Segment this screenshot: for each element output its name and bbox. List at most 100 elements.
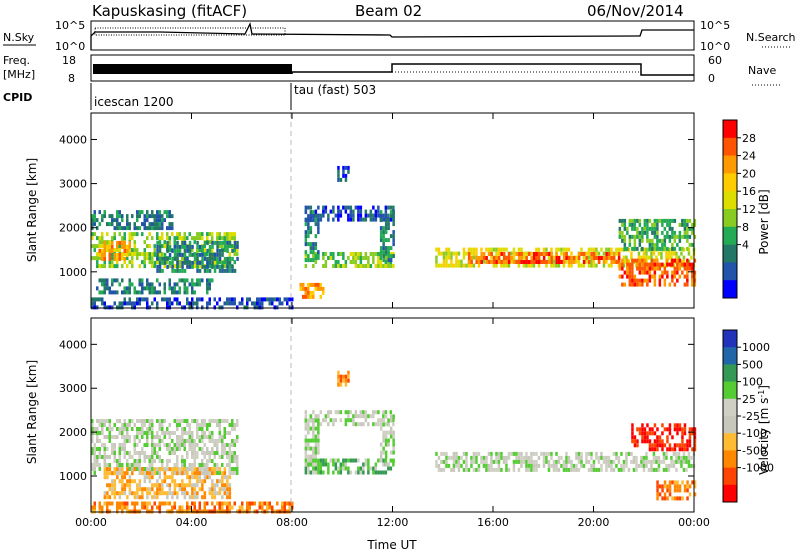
velocity-echo-cell <box>635 455 638 460</box>
power-echo-cell <box>621 222 624 227</box>
power-echo-cell <box>656 238 659 243</box>
power-echo-cell <box>527 260 531 264</box>
power-echo-cell <box>168 252 172 257</box>
power-colorbar-tick-label: 20 <box>742 167 756 180</box>
power-echo-cell <box>379 214 383 219</box>
power-echo-cell <box>628 238 632 243</box>
velocity-echo-cell <box>168 483 172 488</box>
velocity-echo-cell <box>372 466 375 471</box>
velocity-echo-cell <box>612 451 616 456</box>
power-echo-cell <box>183 290 186 295</box>
velocity-echo-cell <box>567 467 571 472</box>
velocity-echo-cell <box>163 475 167 480</box>
velocity-echo-cell <box>161 483 164 488</box>
power-echo-cell <box>176 264 179 269</box>
power-echo-cell <box>618 218 622 223</box>
power-echo-cell <box>686 270 689 275</box>
power-echo-cell <box>605 252 608 256</box>
power-echo-cell <box>304 230 308 235</box>
velocity-echo-cell <box>672 463 676 468</box>
velocity-echo-cell <box>128 423 131 427</box>
power-echo-cell <box>517 252 521 256</box>
power-echo-cell <box>359 252 363 256</box>
velocity-echo-cell <box>136 419 139 423</box>
power-echo-cell <box>384 205 388 210</box>
power-echo-cell <box>527 252 531 256</box>
velocity-echo-cell <box>108 501 111 506</box>
velocity-echo-cell <box>342 378 345 383</box>
velocity-echo-cell <box>148 479 152 484</box>
velocity-echo-cell <box>151 447 154 451</box>
velocity-echo-cell <box>128 491 132 496</box>
velocity-echo-cell <box>206 467 209 471</box>
velocity-x-tick-label: 12:00 <box>377 516 409 529</box>
power-echo-cell <box>171 248 174 253</box>
power-echo-cell <box>133 222 136 227</box>
velocity-echo-cell <box>191 447 194 451</box>
velocity-echo-cell <box>645 463 648 468</box>
power-echo-cell <box>181 244 184 249</box>
power-echo-cell <box>555 263 558 268</box>
power-echo-cell <box>176 301 179 306</box>
velocity-echo-cell <box>233 439 236 443</box>
power-echo-cell <box>653 266 657 271</box>
velocity-echo-cell <box>324 458 328 463</box>
power-echo-cell <box>121 305 124 310</box>
power-echo-cell <box>216 256 219 261</box>
power-echo-cell <box>176 282 179 287</box>
power-echo-cell <box>392 205 395 210</box>
velocity-echo-cell <box>676 484 679 489</box>
velocity-echo-cell <box>181 491 184 496</box>
power-echo-cell <box>263 297 266 302</box>
velocity-echo-cell <box>193 463 196 467</box>
velocity-echo-cell <box>382 450 385 455</box>
power-echo-cell <box>226 240 229 245</box>
power-echo-cell <box>673 218 677 223</box>
power-echo-cell <box>238 301 241 306</box>
power-echo-cell <box>153 286 156 291</box>
power-echo-cell <box>585 251 588 256</box>
power-echo-cell <box>206 268 209 273</box>
power-echo-cell <box>161 236 164 241</box>
velocity-echo-cell <box>93 451 96 455</box>
power-echo-cell <box>671 274 674 279</box>
power-echo-cell <box>96 305 99 310</box>
velocity-echo-cell <box>532 459 536 464</box>
velocity-echo-cell <box>153 467 157 472</box>
velocity-echo-cell <box>507 467 511 472</box>
power-echo-cell <box>628 274 632 279</box>
power-echo-cell <box>312 218 315 223</box>
power-echo-cell <box>337 209 340 214</box>
power-echo-cell <box>648 266 652 271</box>
velocity-echo-cell <box>304 422 308 427</box>
power-echo-cell <box>166 297 169 302</box>
velocity-echo-cell <box>339 382 343 387</box>
power-echo-cell <box>218 260 221 265</box>
velocity-echo-cell <box>221 495 224 500</box>
power-echo-cell <box>359 264 363 268</box>
velocity-echo-cell <box>156 505 159 510</box>
velocity-echo-cell <box>650 459 653 464</box>
velocity-echo-cell <box>577 451 581 456</box>
power-echo-cell <box>193 282 196 287</box>
power-echo-cell <box>339 264 343 268</box>
velocity-echo-cell <box>515 451 518 456</box>
velocity-echo-cell <box>652 451 656 456</box>
velocity-echo-cell <box>288 505 291 510</box>
power-echo-cell <box>522 251 526 256</box>
power-echo-cell <box>168 248 171 253</box>
velocity-echo-cell <box>505 467 508 472</box>
velocity-echo-cell <box>113 487 117 492</box>
power-echo-cell <box>691 230 694 235</box>
velocity-echo-cell <box>123 447 126 451</box>
velocity-echo-cell <box>171 505 174 510</box>
power-echo-cell <box>686 222 689 227</box>
velocity-echo-cell <box>304 470 308 475</box>
velocity-echo-cell <box>123 475 127 480</box>
velocity-echo-cell <box>525 451 528 456</box>
power-echo-cell <box>213 268 217 273</box>
velocity-echo-cell <box>141 505 144 510</box>
power-echo-cell <box>196 256 199 261</box>
velocity-echo-cell <box>151 487 154 492</box>
velocity-echo-cell <box>126 483 129 488</box>
